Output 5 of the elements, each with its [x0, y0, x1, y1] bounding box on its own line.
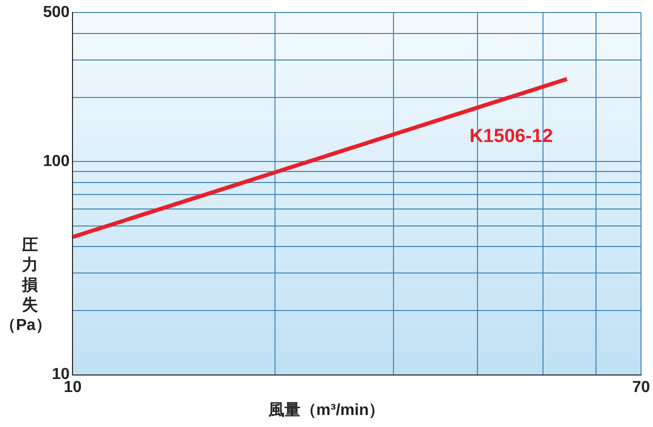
- y-tick-label: 100: [42, 153, 70, 170]
- x-axis-title: 風量（m³/min）: [267, 401, 386, 421]
- x-tick-label: 70: [632, 378, 650, 396]
- y-tick-label: 500: [42, 4, 70, 22]
- y-axis-title: 圧力損失（Pa）: [0, 236, 52, 336]
